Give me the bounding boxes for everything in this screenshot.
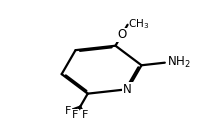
Text: NH$_2$: NH$_2$ <box>167 55 190 70</box>
Text: F: F <box>65 106 71 116</box>
Text: F: F <box>72 110 78 120</box>
Text: O: O <box>117 28 126 41</box>
Text: F: F <box>82 110 88 120</box>
Text: N: N <box>123 83 132 96</box>
Text: CH$_3$: CH$_3$ <box>128 17 150 31</box>
